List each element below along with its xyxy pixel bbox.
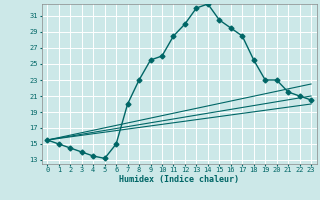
- X-axis label: Humidex (Indice chaleur): Humidex (Indice chaleur): [119, 175, 239, 184]
